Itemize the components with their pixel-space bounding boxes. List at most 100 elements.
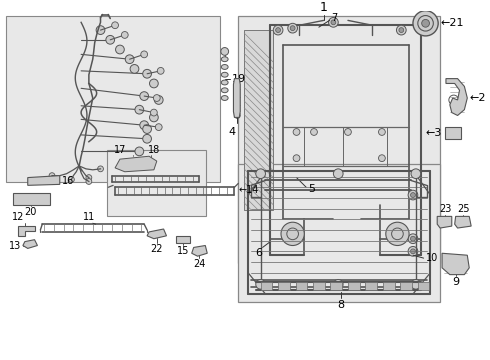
Circle shape <box>49 173 55 179</box>
Circle shape <box>333 169 343 179</box>
Circle shape <box>408 190 418 200</box>
Circle shape <box>112 22 119 29</box>
Polygon shape <box>23 240 37 248</box>
Polygon shape <box>147 229 167 239</box>
Text: 5: 5 <box>308 184 315 194</box>
Circle shape <box>399 28 404 32</box>
Circle shape <box>378 129 385 135</box>
Bar <box>261 282 272 290</box>
Text: 20: 20 <box>24 207 37 217</box>
Circle shape <box>290 26 295 31</box>
Circle shape <box>281 222 304 246</box>
Circle shape <box>130 64 139 73</box>
Polygon shape <box>28 176 60 185</box>
Circle shape <box>135 105 144 114</box>
Circle shape <box>153 95 160 102</box>
Ellipse shape <box>221 80 228 85</box>
Polygon shape <box>455 216 471 228</box>
Circle shape <box>86 179 92 184</box>
Circle shape <box>344 129 351 135</box>
Polygon shape <box>115 156 157 172</box>
Circle shape <box>140 92 148 100</box>
Bar <box>383 282 394 290</box>
Circle shape <box>273 25 283 35</box>
Ellipse shape <box>221 96 228 100</box>
Text: ←3: ←3 <box>426 128 442 138</box>
Text: 11: 11 <box>83 212 95 222</box>
Text: 4: 4 <box>228 127 235 137</box>
Text: 10: 10 <box>426 253 438 263</box>
Circle shape <box>86 175 92 180</box>
Circle shape <box>293 155 300 162</box>
Bar <box>238 15 440 263</box>
Ellipse shape <box>221 64 228 69</box>
Polygon shape <box>233 78 240 117</box>
Polygon shape <box>437 216 452 228</box>
Polygon shape <box>18 226 34 236</box>
Polygon shape <box>445 127 462 139</box>
Ellipse shape <box>221 72 228 77</box>
Circle shape <box>122 32 128 39</box>
Circle shape <box>154 96 163 104</box>
Circle shape <box>143 125 151 134</box>
Ellipse shape <box>221 88 228 93</box>
Bar <box>6 15 220 183</box>
Circle shape <box>411 236 416 241</box>
Text: 6: 6 <box>255 248 262 258</box>
Circle shape <box>125 55 134 64</box>
Text: 24: 24 <box>193 259 206 269</box>
Text: 13: 13 <box>9 240 21 251</box>
Polygon shape <box>176 236 190 243</box>
Circle shape <box>413 11 438 36</box>
Circle shape <box>386 222 409 246</box>
Circle shape <box>256 169 266 179</box>
Circle shape <box>328 18 338 27</box>
Polygon shape <box>446 78 467 116</box>
Text: 1: 1 <box>320 1 328 14</box>
Circle shape <box>411 279 421 289</box>
Bar <box>348 282 360 290</box>
Polygon shape <box>244 30 273 210</box>
Polygon shape <box>13 193 50 205</box>
Circle shape <box>141 51 147 58</box>
Circle shape <box>411 193 416 198</box>
Bar <box>418 282 429 290</box>
Text: ←14: ←14 <box>238 185 259 195</box>
Circle shape <box>333 279 343 289</box>
Circle shape <box>408 234 418 244</box>
Bar <box>295 282 307 290</box>
Text: 17: 17 <box>114 145 126 155</box>
Circle shape <box>149 79 158 88</box>
Circle shape <box>143 69 151 78</box>
Bar <box>330 282 342 290</box>
Text: 12: 12 <box>12 212 24 222</box>
Circle shape <box>378 155 385 162</box>
Circle shape <box>331 20 336 25</box>
Bar <box>278 282 290 290</box>
Circle shape <box>293 129 300 135</box>
Circle shape <box>422 19 429 27</box>
Circle shape <box>276 28 280 32</box>
Polygon shape <box>442 253 469 275</box>
Circle shape <box>396 25 406 35</box>
Circle shape <box>106 35 115 44</box>
Bar <box>313 282 325 290</box>
Circle shape <box>155 124 162 131</box>
Text: 7: 7 <box>331 13 338 23</box>
Circle shape <box>411 169 421 179</box>
Circle shape <box>288 23 297 33</box>
Circle shape <box>150 109 157 116</box>
Text: 8: 8 <box>338 300 345 310</box>
Text: ←21: ←21 <box>440 18 464 28</box>
Bar <box>400 282 412 290</box>
Circle shape <box>221 48 229 55</box>
Circle shape <box>116 45 124 54</box>
Circle shape <box>135 147 144 156</box>
Circle shape <box>149 113 158 122</box>
Text: 22: 22 <box>150 244 163 253</box>
Circle shape <box>157 67 164 74</box>
Text: 9: 9 <box>452 276 459 287</box>
Circle shape <box>96 26 105 35</box>
Circle shape <box>69 177 74 183</box>
Polygon shape <box>192 246 207 256</box>
